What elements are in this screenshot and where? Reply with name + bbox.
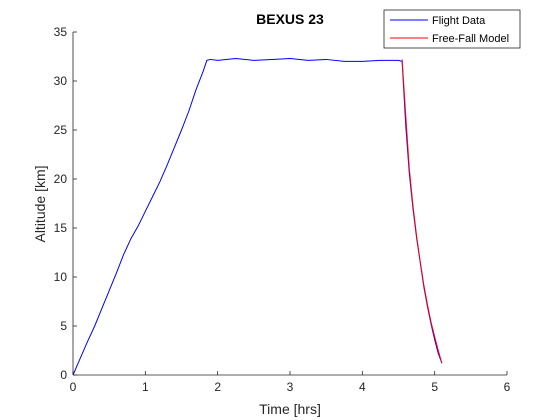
y-axis-label: Altitude [km] — [32, 165, 48, 242]
y-tick-label: 25 — [54, 123, 68, 137]
legend: Flight Data Free-Fall Model — [383, 9, 521, 49]
x-axis-label: Time [hrs] — [259, 401, 321, 417]
series-layer — [72, 57, 443, 376]
y-tick-label: 35 — [54, 25, 68, 39]
x-tick-label: 2 — [214, 380, 221, 394]
y-tick-label: 0 — [60, 368, 67, 382]
y-tick-label: 30 — [54, 74, 68, 88]
ticks-layer: 0 1 2 3 4 5 6 0 5 10 15 20 25 30 35 — [54, 25, 511, 394]
x-tick-label: 0 — [70, 380, 77, 394]
chart-title: BEXUS 23 — [256, 11, 324, 27]
legend-box — [383, 9, 521, 49]
x-tick-label: 4 — [359, 380, 366, 394]
y-tick-label: 20 — [54, 172, 68, 186]
x-tick-label: 3 — [287, 380, 294, 394]
x-tick-label: 5 — [431, 380, 438, 394]
plot-area — [73, 32, 507, 375]
y-tick-label: 15 — [54, 221, 68, 235]
legend-label-free-fall-model: Free-Fall Model — [432, 33, 509, 45]
series-line-free-fall-model — [401, 59, 443, 364]
legend-label-flight-data: Flight Data — [432, 15, 486, 27]
y-tick-label: 5 — [60, 319, 67, 333]
x-tick-label: 6 — [504, 380, 511, 394]
x-tick-label: 1 — [142, 380, 149, 394]
y-tick-label: 10 — [54, 270, 68, 284]
